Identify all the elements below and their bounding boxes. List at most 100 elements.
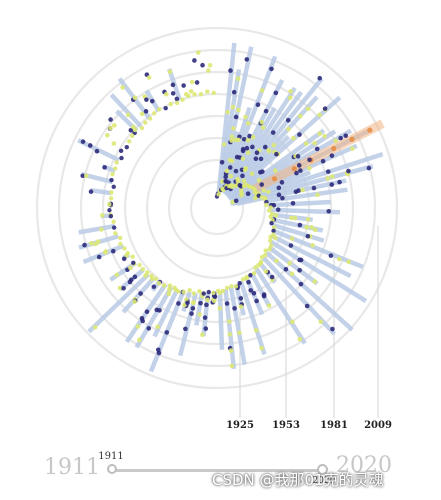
data-point [338, 135, 343, 141]
data-point [164, 330, 170, 335]
data-point [111, 141, 117, 146]
data-point [132, 127, 138, 133]
data-point [247, 133, 252, 139]
data-point [99, 213, 105, 218]
data-point [266, 208, 272, 213]
data-point [241, 136, 247, 142]
highlight-point [291, 166, 297, 172]
data-point [266, 189, 271, 195]
data-point [192, 92, 197, 97]
highlight-point [349, 136, 355, 142]
data-point [108, 117, 113, 122]
data-point [259, 182, 265, 187]
data-point [317, 112, 322, 118]
year-tick-1925: 1925 [226, 420, 254, 431]
data-point [205, 89, 210, 94]
data-point [80, 173, 86, 179]
data-point [249, 171, 255, 177]
data-point [250, 134, 256, 140]
data-point [236, 137, 241, 143]
data-point [305, 217, 311, 222]
data-point [197, 312, 202, 317]
year-slider-track[interactable] [113, 469, 324, 472]
data-point [153, 276, 159, 281]
data-point [259, 345, 264, 351]
data-point [225, 109, 230, 115]
data-point [121, 256, 127, 262]
data-point [297, 222, 303, 228]
radial-bar [194, 292, 205, 326]
data-point [253, 328, 259, 333]
data-point [139, 316, 145, 321]
slider-end-value: 2020 [312, 476, 336, 486]
data-point [240, 156, 246, 161]
data-point [309, 224, 314, 230]
data-point [113, 166, 118, 171]
data-point [256, 177, 262, 183]
data-point [253, 265, 258, 270]
data-point [305, 106, 311, 112]
data-point [295, 154, 301, 159]
data-point [280, 195, 285, 201]
data-point [198, 300, 203, 306]
data-point [264, 202, 269, 208]
data-point [256, 262, 261, 268]
data-point [290, 319, 295, 325]
data-point [124, 144, 129, 150]
data-point [149, 273, 154, 278]
radial-bar [121, 276, 156, 314]
data-point [109, 190, 114, 195]
data-point [274, 151, 279, 157]
radial-bar [267, 199, 331, 208]
data-point [314, 146, 320, 152]
data-point [298, 168, 303, 173]
data-point [233, 198, 239, 204]
data-point [140, 267, 146, 272]
data-point [137, 262, 142, 268]
year-slider-handle-start[interactable] [107, 464, 117, 474]
data-point [145, 270, 150, 275]
data-point [227, 165, 233, 170]
data-point [229, 363, 235, 369]
data-point [230, 104, 236, 110]
data-point [206, 289, 211, 295]
data-point [155, 324, 160, 330]
data-point [128, 265, 133, 271]
data-point [119, 155, 124, 161]
data-point [93, 241, 98, 247]
data-point [346, 259, 351, 265]
grid-ring [189, 180, 245, 236]
data-point [156, 350, 162, 356]
data-point [343, 133, 349, 139]
data-point [231, 126, 236, 131]
radial-bar [228, 286, 247, 365]
data-point [268, 243, 274, 248]
data-point [273, 90, 279, 96]
data-point [296, 163, 302, 168]
data-point [120, 85, 125, 90]
data-point [285, 117, 291, 123]
data-point [244, 145, 250, 151]
highlight-bar [250, 119, 385, 194]
year-slider-handle-end[interactable] [317, 464, 328, 475]
data-point [183, 326, 188, 332]
data-point [271, 225, 277, 230]
data-point [121, 285, 126, 291]
data-point [231, 89, 237, 95]
radial-bar [82, 243, 125, 265]
data-point [99, 227, 104, 232]
data-point [189, 311, 194, 316]
data-point [167, 287, 172, 292]
data-point [254, 298, 259, 304]
data-point [202, 315, 208, 320]
data-point [174, 96, 180, 102]
data-point [350, 146, 355, 151]
data-point [266, 148, 272, 153]
data-point [147, 116, 153, 121]
data-point [131, 260, 136, 265]
data-point [269, 221, 274, 226]
data-point [238, 184, 244, 189]
data-point [245, 121, 251, 126]
data-point [149, 98, 155, 104]
